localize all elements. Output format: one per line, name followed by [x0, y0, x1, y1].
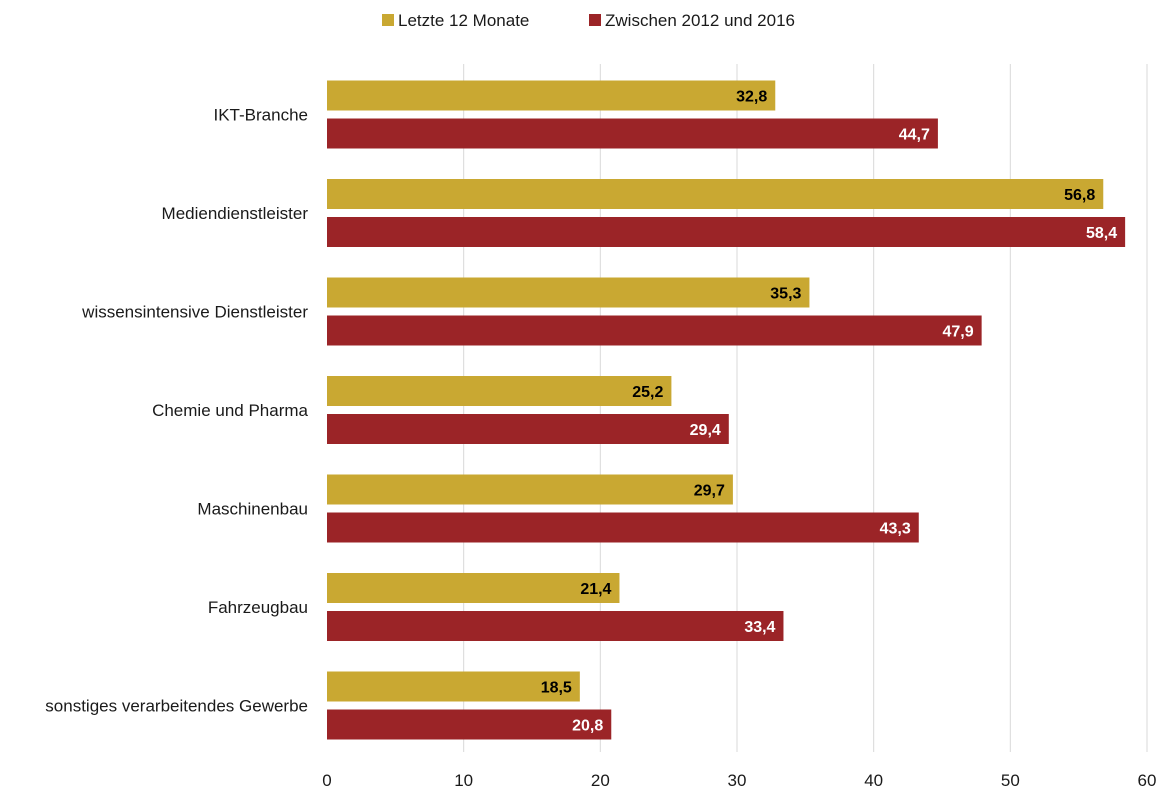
data-label-1-3: 25,2: [632, 384, 663, 401]
category-label-2: wissensintensive Dienstleister: [81, 303, 308, 322]
x-axis-tick-labels: 0 10 20 30 40 50 60: [322, 771, 1156, 790]
x-tick-label-20: 20: [591, 771, 610, 790]
bar-2-0: [327, 118, 938, 149]
bars-group: 32,8 44,7 56,8 58,4 35,3 47,9 25,2 29,4 29,7 43,3…: [327, 80, 1126, 740]
data-label-1-6: 18,5: [541, 680, 572, 697]
category-label-6: sonstiges verarbeitendes Gewerbe: [45, 697, 308, 716]
bar-2-4: [327, 512, 919, 543]
bar-2-2: [327, 315, 982, 346]
bar-1-3: [327, 376, 672, 406]
bar-2-3: [327, 414, 729, 444]
category-label-0: IKT-Branche: [214, 106, 309, 125]
data-label-2-2: 47,9: [942, 324, 973, 341]
bar-2-1: [327, 217, 1126, 247]
x-tick-label-0: 0: [322, 771, 331, 790]
data-label-1-2: 35,3: [770, 286, 801, 303]
gridlines: [463, 64, 1148, 752]
category-label-3: Chemie und Pharma: [152, 401, 308, 420]
x-tick-label-60: 60: [1138, 771, 1157, 790]
data-label-2-3: 29,4: [690, 422, 721, 439]
data-label-2-0: 44,7: [899, 127, 930, 144]
category-labels: IKT-Branche Mediendienstleister wissensint…: [45, 106, 308, 716]
legend-swatch-series-1: [382, 14, 394, 26]
bar-1-4: [327, 474, 733, 505]
legend-swatch-series-2: [589, 14, 601, 26]
chart-legend: Letzte 12 Monate Zwischen 2012 und 2016: [382, 11, 795, 30]
data-label-1-0: 32,8: [736, 89, 767, 106]
bar-1-2: [327, 277, 810, 308]
data-label-1-1: 56,8: [1064, 187, 1095, 204]
bar-1-0: [327, 80, 776, 111]
category-label-1: Mediendienstleister: [162, 204, 309, 223]
x-tick-label-50: 50: [1001, 771, 1020, 790]
data-label-2-6: 20,8: [572, 718, 603, 735]
x-tick-label-30: 30: [728, 771, 747, 790]
x-tick-label-40: 40: [864, 771, 883, 790]
data-label-1-5: 21,4: [580, 581, 611, 598]
data-label-2-5: 33,4: [744, 619, 775, 636]
bar-2-6: [327, 709, 612, 740]
bar-1-1: [327, 179, 1104, 209]
bar-1-5: [327, 573, 620, 603]
legend-label-series-2: Zwischen 2012 und 2016: [605, 11, 795, 30]
x-tick-label-10: 10: [454, 771, 473, 790]
data-label-2-4: 43,3: [880, 521, 911, 538]
category-label-4: Maschinenbau: [197, 500, 308, 519]
bar-2-5: [327, 611, 784, 641]
bar-1-6: [327, 671, 580, 702]
data-label-1-4: 29,7: [694, 483, 725, 500]
category-label-5: Fahrzeugbau: [208, 598, 308, 617]
legend-label-series-1: Letzte 12 Monate: [398, 11, 529, 30]
data-label-2-1: 58,4: [1086, 225, 1117, 242]
